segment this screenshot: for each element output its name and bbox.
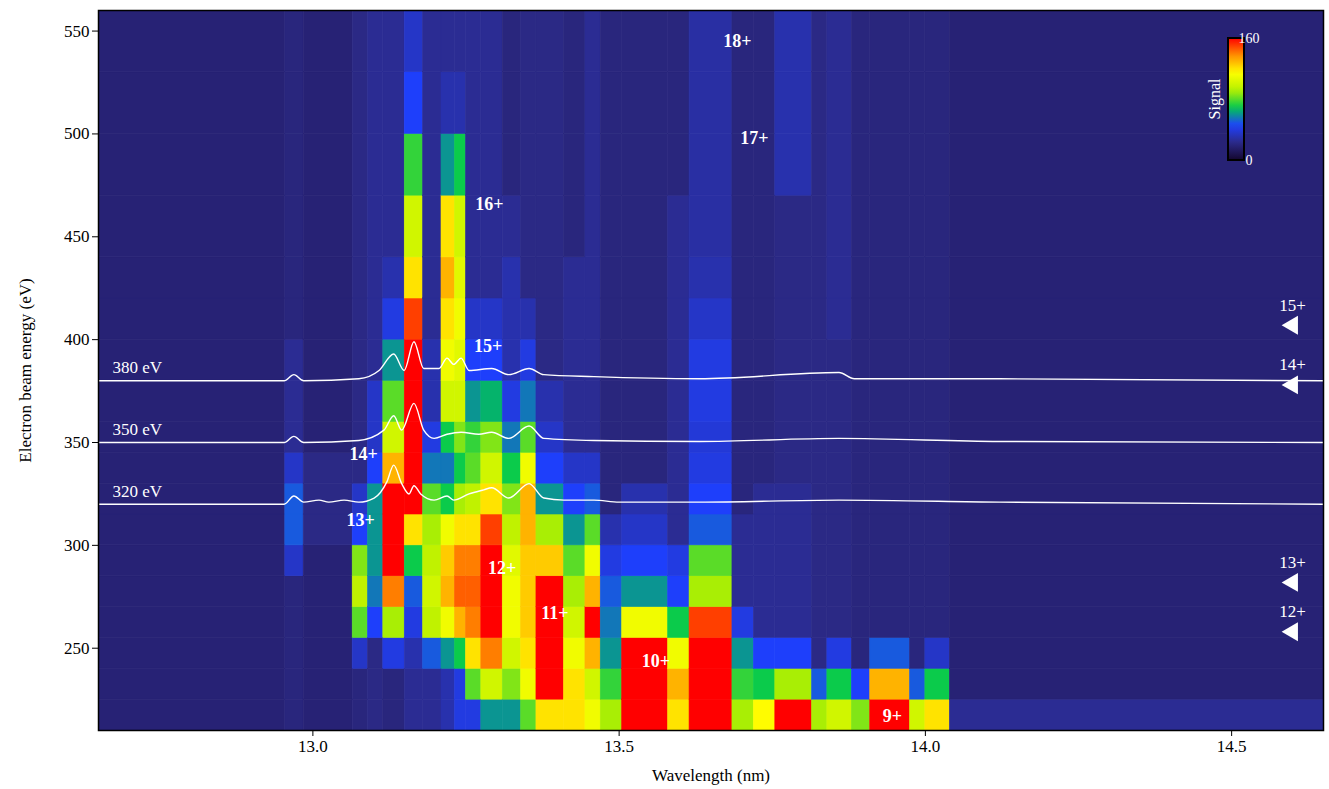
svg-text:15+: 15+: [474, 336, 502, 356]
svg-text:450: 450: [64, 227, 90, 246]
svg-text:13+: 13+: [1279, 553, 1306, 572]
svg-text:350: 350: [64, 433, 90, 452]
svg-text:16+: 16+: [475, 194, 503, 214]
svg-text:14.0: 14.0: [911, 737, 941, 756]
svg-text:15+: 15+: [1279, 296, 1306, 315]
svg-text:17+: 17+: [740, 128, 768, 148]
svg-text:0: 0: [1246, 153, 1253, 168]
svg-text:550: 550: [64, 22, 90, 41]
svg-text:12+: 12+: [1279, 602, 1306, 621]
svg-text:300: 300: [64, 536, 90, 555]
svg-text:400: 400: [64, 330, 90, 349]
svg-text:18+: 18+: [723, 31, 751, 51]
svg-text:10+: 10+: [642, 651, 670, 671]
svg-text:12+: 12+: [488, 558, 516, 578]
svg-text:Wavelength (nm): Wavelength (nm): [652, 766, 770, 785]
svg-text:9+: 9+: [883, 706, 902, 726]
svg-text:Electron beam energy (eV): Electron beam energy (eV): [16, 278, 35, 462]
svg-text:13.0: 13.0: [298, 737, 328, 756]
svg-text:250: 250: [64, 639, 90, 658]
svg-text:14+: 14+: [350, 444, 378, 464]
svg-text:14+: 14+: [1279, 355, 1306, 374]
svg-text:11+: 11+: [541, 603, 568, 623]
svg-text:380 eV: 380 eV: [113, 358, 163, 377]
svg-text:14.5: 14.5: [1217, 737, 1247, 756]
svg-text:13.5: 13.5: [604, 737, 634, 756]
svg-text:13+: 13+: [347, 510, 375, 530]
svg-text:320 eV: 320 eV: [113, 482, 163, 501]
svg-text:350 eV: 350 eV: [113, 420, 163, 439]
svg-text:Signal: Signal: [1206, 78, 1224, 119]
svg-text:500: 500: [64, 124, 90, 143]
svg-text:160: 160: [1239, 31, 1260, 46]
